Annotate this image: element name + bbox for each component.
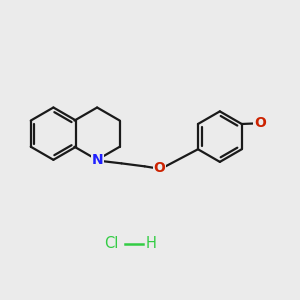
Text: H: H xyxy=(146,236,157,251)
Text: N: N xyxy=(91,153,103,167)
Text: O: O xyxy=(154,161,165,176)
Text: Cl: Cl xyxy=(104,236,118,251)
Text: O: O xyxy=(254,116,266,130)
